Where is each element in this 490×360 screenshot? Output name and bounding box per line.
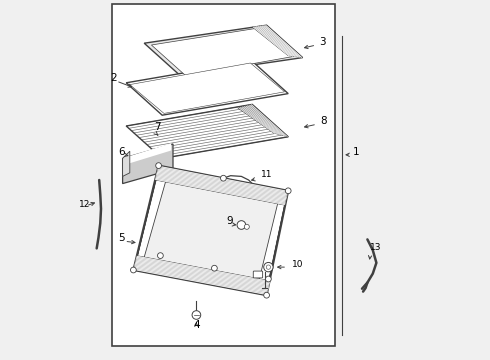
- Polygon shape: [238, 104, 288, 137]
- Text: 1: 1: [353, 147, 360, 157]
- Text: 9: 9: [226, 216, 233, 226]
- Text: 12: 12: [79, 200, 90, 209]
- Circle shape: [237, 221, 245, 229]
- Text: 3: 3: [319, 37, 325, 47]
- Circle shape: [157, 253, 163, 258]
- Polygon shape: [130, 63, 285, 113]
- Circle shape: [192, 311, 201, 319]
- Bar: [112, 4, 335, 346]
- Text: 8: 8: [320, 116, 326, 126]
- Circle shape: [266, 265, 270, 269]
- Text: 11: 11: [261, 170, 273, 179]
- Text: 2: 2: [110, 73, 117, 83]
- Polygon shape: [155, 166, 288, 205]
- Polygon shape: [252, 25, 303, 58]
- Circle shape: [130, 267, 136, 273]
- Circle shape: [264, 292, 270, 298]
- Text: 7: 7: [154, 122, 161, 132]
- Polygon shape: [143, 175, 279, 286]
- Polygon shape: [122, 151, 130, 176]
- Polygon shape: [144, 25, 303, 76]
- Polygon shape: [133, 256, 270, 295]
- Circle shape: [245, 224, 249, 229]
- Text: 13: 13: [370, 243, 382, 252]
- Polygon shape: [126, 61, 288, 115]
- Text: 10: 10: [292, 260, 303, 269]
- Circle shape: [285, 188, 291, 194]
- Circle shape: [264, 262, 273, 272]
- Circle shape: [220, 175, 226, 181]
- Text: 6: 6: [118, 147, 125, 157]
- FancyBboxPatch shape: [253, 271, 263, 278]
- Circle shape: [212, 265, 217, 271]
- Polygon shape: [151, 27, 297, 76]
- Text: 4: 4: [193, 320, 200, 330]
- Text: 5: 5: [118, 233, 125, 243]
- Circle shape: [156, 163, 162, 168]
- Polygon shape: [126, 104, 288, 158]
- Circle shape: [266, 276, 271, 282]
- Polygon shape: [124, 143, 171, 165]
- Polygon shape: [122, 144, 173, 184]
